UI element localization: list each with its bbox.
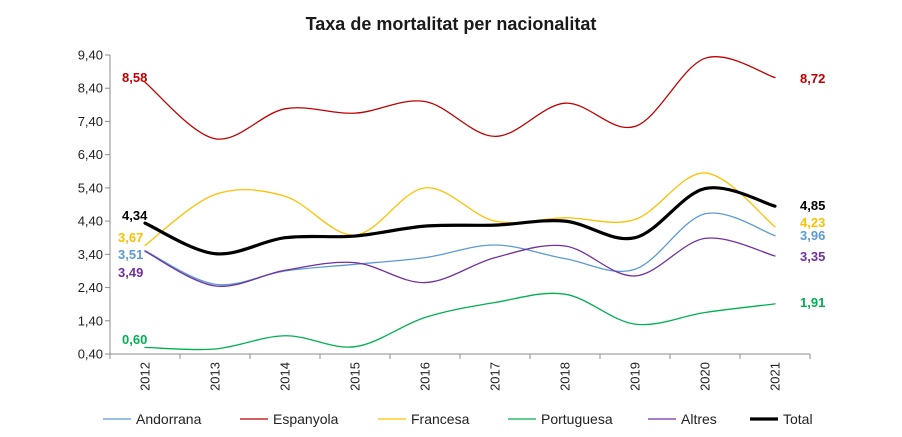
y-tick-label: 7,40 bbox=[78, 114, 103, 129]
start-value-label-total: 4,34 bbox=[122, 208, 148, 223]
y-tick-label: 2,40 bbox=[78, 280, 103, 295]
start-value-label-andorrana: 3,51 bbox=[118, 247, 143, 262]
y-tick-label: 1,40 bbox=[78, 313, 103, 328]
series-line-espanyola bbox=[144, 56, 776, 140]
x-tick-label: 2012 bbox=[138, 362, 153, 391]
start-value-label-espanyola: 8,58 bbox=[122, 70, 147, 85]
x-tick-label: 2016 bbox=[418, 362, 433, 391]
x-tick-label: 2015 bbox=[348, 362, 363, 391]
legend-label-portuguesa: Portuguesa bbox=[541, 411, 613, 427]
y-tick-label: 9,40 bbox=[78, 48, 103, 63]
start-value-label-francesa: 3,67 bbox=[118, 230, 143, 245]
y-tick-label: 0,40 bbox=[78, 347, 103, 362]
x-tick-label: 2014 bbox=[278, 362, 293, 391]
x-tick-label: 2018 bbox=[558, 362, 573, 391]
x-tick-label: 2021 bbox=[768, 362, 783, 391]
y-tick-label: 4,40 bbox=[78, 214, 103, 229]
end-value-label-andorrana: 3,96 bbox=[800, 228, 825, 243]
x-tick-label: 2020 bbox=[698, 362, 713, 391]
x-tick-label: 2019 bbox=[628, 362, 643, 391]
y-tick-label: 8,40 bbox=[78, 81, 103, 96]
x-tick-label: 2013 bbox=[208, 362, 223, 391]
end-value-label-espanyola: 8,72 bbox=[800, 71, 825, 86]
start-value-label-altres: 3,49 bbox=[118, 265, 143, 280]
end-value-label-altres: 3,35 bbox=[800, 249, 825, 264]
legend-label-total: Total bbox=[783, 411, 813, 427]
y-tick-label: 5,40 bbox=[78, 180, 103, 195]
chart-title: Taxa de mortalitat per nacionalitat bbox=[305, 14, 597, 34]
end-value-label-portuguesa: 1,91 bbox=[800, 295, 825, 310]
start-value-label-portuguesa: 0,60 bbox=[122, 332, 147, 347]
y-tick-label: 6,40 bbox=[78, 147, 103, 162]
series-line-francesa bbox=[144, 172, 776, 247]
end-value-label-francesa: 4,23 bbox=[800, 215, 825, 230]
legend-label-espanyola: Espanyola bbox=[273, 411, 339, 427]
end-value-label-total: 4,85 bbox=[800, 198, 825, 213]
series-line-total bbox=[143, 186, 777, 256]
series-line-portuguesa bbox=[144, 292, 776, 351]
x-tick-label: 2017 bbox=[488, 362, 503, 391]
y-tick-label: 3,40 bbox=[78, 247, 103, 262]
legend-label-francesa: Francesa bbox=[411, 411, 470, 427]
legend-label-altres: Altres bbox=[681, 411, 717, 427]
legend-label-andorrana: Andorrana bbox=[136, 411, 202, 427]
series-line-altres bbox=[144, 237, 776, 287]
